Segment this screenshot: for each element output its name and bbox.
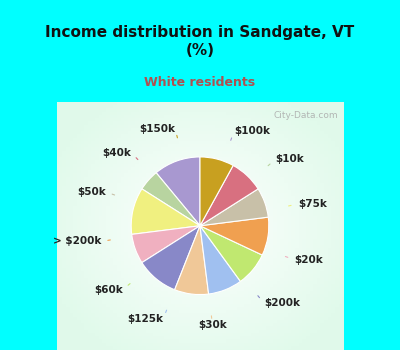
- Wedge shape: [200, 226, 262, 281]
- Text: White residents: White residents: [144, 76, 256, 89]
- Wedge shape: [156, 157, 200, 226]
- Text: $200k: $200k: [264, 298, 300, 308]
- Text: $60k: $60k: [94, 285, 123, 295]
- Text: $100k: $100k: [234, 126, 270, 136]
- Text: $10k: $10k: [275, 154, 304, 164]
- Wedge shape: [200, 226, 240, 294]
- Text: $30k: $30k: [198, 320, 227, 330]
- Wedge shape: [200, 189, 268, 226]
- Text: City-Data.com: City-Data.com: [273, 111, 338, 120]
- Text: $40k: $40k: [102, 148, 131, 158]
- Wedge shape: [200, 217, 269, 255]
- Wedge shape: [132, 226, 200, 262]
- Text: $75k: $75k: [298, 199, 327, 209]
- Wedge shape: [142, 173, 200, 226]
- Wedge shape: [142, 226, 200, 290]
- Text: $50k: $50k: [77, 187, 106, 197]
- Wedge shape: [175, 226, 209, 295]
- Text: $125k: $125k: [127, 314, 163, 324]
- Wedge shape: [200, 157, 233, 226]
- Text: $150k: $150k: [139, 124, 175, 134]
- Text: $20k: $20k: [294, 255, 323, 265]
- Text: Income distribution in Sandgate, VT
(%): Income distribution in Sandgate, VT (%): [45, 26, 355, 58]
- Wedge shape: [200, 166, 258, 226]
- Wedge shape: [131, 189, 200, 234]
- Text: > $200k: > $200k: [52, 237, 101, 246]
